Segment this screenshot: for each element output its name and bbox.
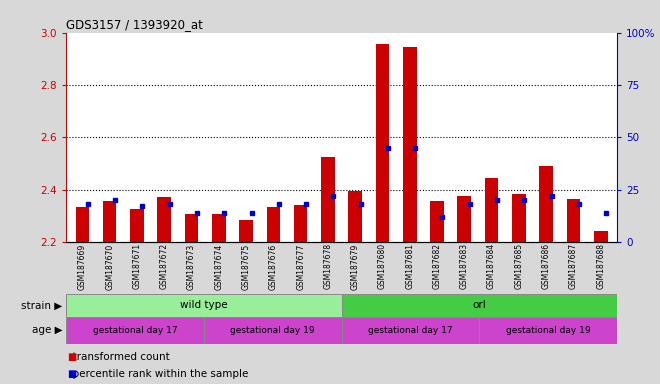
Bar <box>348 191 362 242</box>
Text: gestational day 17: gestational day 17 <box>368 326 453 335</box>
Bar <box>267 207 280 242</box>
Bar <box>66 294 342 317</box>
Bar <box>457 196 471 242</box>
Bar <box>342 317 479 344</box>
Text: orl: orl <box>473 300 486 310</box>
Bar <box>430 201 444 242</box>
Bar <box>342 294 617 317</box>
Text: wild type: wild type <box>180 300 228 310</box>
Text: strain ▶: strain ▶ <box>21 300 63 310</box>
Bar <box>485 178 498 242</box>
Text: ■: ■ <box>67 369 77 379</box>
Text: GDS3157 / 1393920_at: GDS3157 / 1393920_at <box>66 18 203 31</box>
Bar <box>594 232 608 242</box>
Bar <box>539 166 553 242</box>
Bar <box>479 317 617 344</box>
Bar <box>321 157 335 242</box>
Bar <box>204 317 342 344</box>
Text: transformed count: transformed count <box>66 352 170 362</box>
Text: gestational day 17: gestational day 17 <box>92 326 177 335</box>
Text: gestational day 19: gestational day 19 <box>230 326 315 335</box>
Text: gestational day 19: gestational day 19 <box>506 326 591 335</box>
Bar <box>157 197 171 242</box>
Bar <box>185 214 198 242</box>
Bar <box>294 205 308 242</box>
Bar <box>376 45 389 242</box>
Bar <box>239 220 253 242</box>
Text: ■: ■ <box>67 352 77 362</box>
Bar <box>212 214 226 242</box>
Bar <box>75 207 89 242</box>
Bar <box>567 199 580 242</box>
Text: age ▶: age ▶ <box>32 325 63 335</box>
Bar <box>103 201 116 242</box>
Text: percentile rank within the sample: percentile rank within the sample <box>66 369 248 379</box>
Bar <box>130 209 144 242</box>
Bar <box>512 194 526 242</box>
Bar <box>403 47 416 242</box>
Bar <box>66 317 204 344</box>
